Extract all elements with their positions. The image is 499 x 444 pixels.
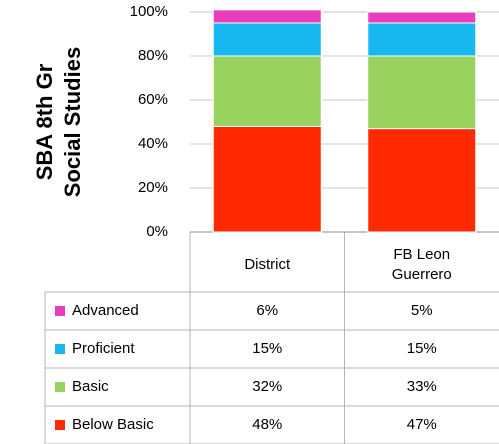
bar-segment	[212, 9, 322, 24]
legend-label: Proficient	[72, 340, 135, 357]
table-value: 15%	[252, 340, 282, 357]
table-value: 48%	[252, 416, 282, 433]
table-value: 32%	[252, 378, 282, 395]
legend-label: Basic	[72, 378, 109, 395]
bar-segment	[212, 55, 322, 127]
table-value: 33%	[407, 378, 437, 395]
x-tick-line: Guerrero	[392, 266, 452, 283]
bar-segment	[367, 11, 477, 24]
legend-swatch	[55, 382, 65, 392]
bar-segment	[212, 125, 322, 233]
y-tick-label: 20%	[138, 179, 168, 196]
y-tick-label: 80%	[138, 47, 168, 64]
x-tick-label: District	[244, 256, 291, 273]
legend-label: Below Basic	[72, 416, 154, 433]
bar-segment	[367, 22, 477, 57]
y-tick-label: 100%	[130, 3, 168, 20]
title-line: SBA 8th Gr	[32, 63, 57, 180]
bar-segment	[367, 128, 477, 233]
legend-swatch	[55, 306, 65, 316]
title-line: Social Studies	[60, 47, 85, 197]
bar-segment	[212, 22, 322, 57]
table-value: 6%	[256, 302, 278, 319]
y-tick-label: 60%	[138, 91, 168, 108]
bar-segment	[367, 55, 477, 130]
y-tick-label: 0%	[146, 223, 168, 240]
x-tick-line: FB Leon	[393, 246, 450, 263]
legend-swatch	[55, 344, 65, 354]
legend-swatch	[55, 420, 65, 430]
x-tick-label: FB Leon Guerrero	[392, 246, 452, 283]
table-value: 15%	[407, 340, 437, 357]
chart-title: SBA 8th Gr Social Studies	[32, 47, 85, 197]
table-value: 5%	[411, 302, 433, 319]
legend-label: Advanced	[72, 302, 139, 319]
table-value: 47%	[407, 416, 437, 433]
y-tick-label: 40%	[138, 135, 168, 152]
